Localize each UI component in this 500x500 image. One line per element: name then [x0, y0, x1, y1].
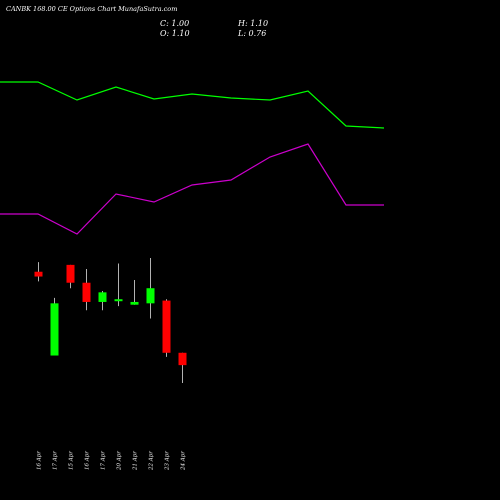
candle-body [50, 303, 59, 356]
candle-body [162, 300, 171, 353]
candle-body [114, 299, 123, 302]
candle-body [98, 292, 107, 302]
close-value: C: 1.00 [160, 19, 190, 28]
x-tick-label: 21 Apr [133, 451, 139, 471]
lower-line [0, 143, 384, 235]
x-tick-label: 23 Apr [165, 451, 171, 471]
indicator-lines [0, 81, 385, 235]
candle-body [66, 264, 75, 283]
x-axis-labels: 16 Apr 17 Apr 15 Apr 16 Apr 17 Apr 20 Apr 21 A… [37, 451, 187, 471]
x-tick-label: 15 Apr [69, 451, 75, 470]
candle-body [178, 352, 187, 366]
upper-line [0, 81, 385, 129]
x-tick-label: 20 Apr [117, 451, 123, 471]
x-tick-label: 17 Apr [53, 451, 59, 470]
x-tick-label: 17 Apr [101, 451, 107, 470]
chart-title: CANBK 168.00 CE Options Chart MunafaSutr… [6, 5, 178, 13]
candle-body [130, 301, 139, 305]
candles [34, 258, 187, 383]
x-tick-label: 16 Apr [85, 451, 91, 470]
x-tick-label: 16 Apr [37, 451, 43, 470]
candle-body [146, 288, 155, 304]
candle-body [34, 271, 43, 277]
low-value: L: 0.76 [238, 29, 267, 38]
x-tick-label: 24 Apr [181, 451, 187, 471]
open-value: O: 1.10 [160, 29, 190, 38]
x-tick-label: 22 Apr [149, 451, 155, 471]
candle-body [82, 282, 91, 302]
high-value: H: 1.10 [238, 19, 269, 28]
